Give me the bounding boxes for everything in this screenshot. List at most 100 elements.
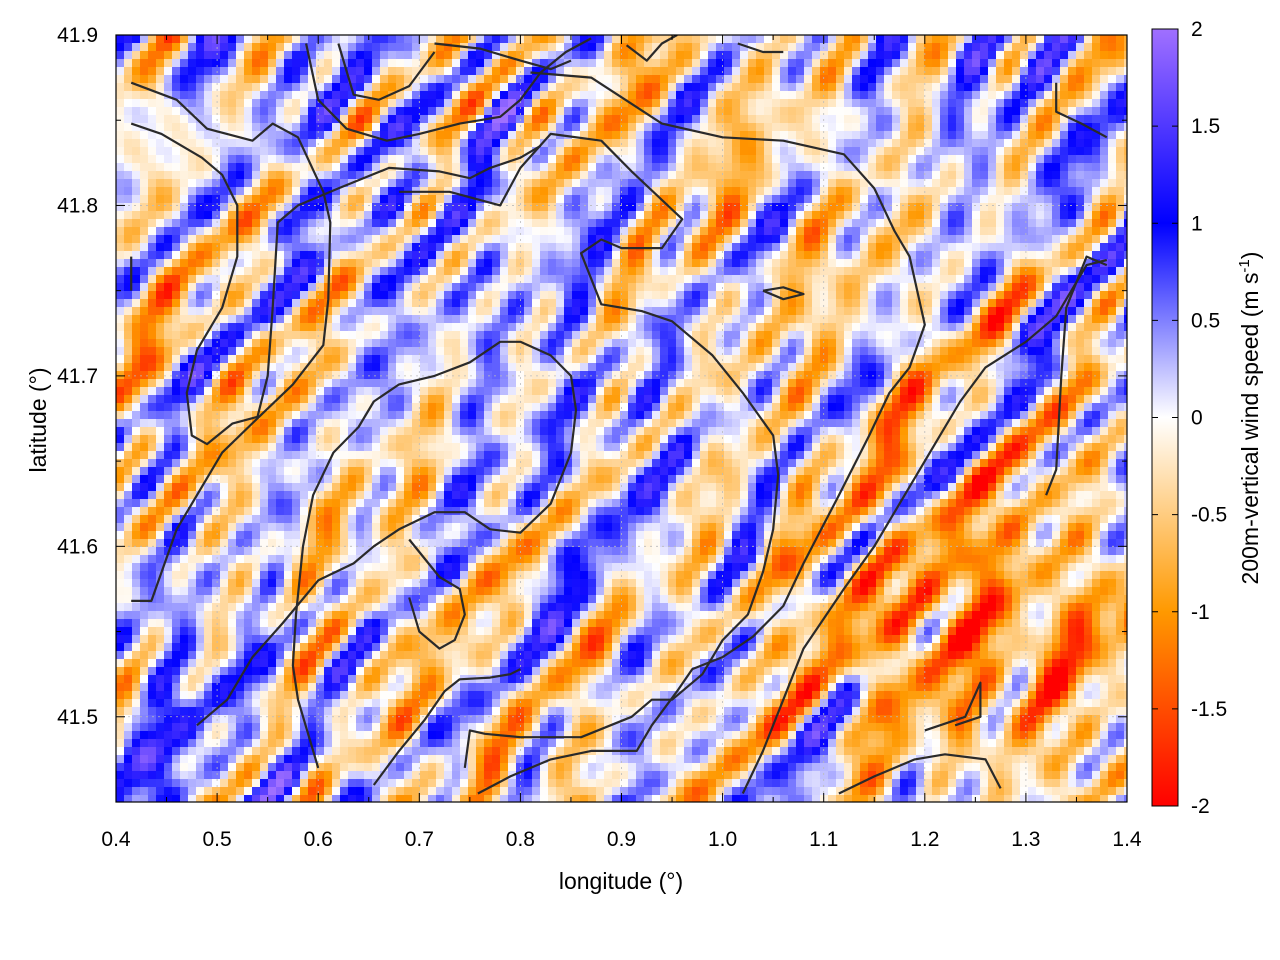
- heatmap-cell: [988, 147, 997, 156]
- heatmap-cell: [732, 227, 741, 236]
- heatmap-cell: [620, 43, 629, 52]
- heatmap-cell: [948, 99, 957, 108]
- heatmap-cell: [308, 147, 317, 156]
- heatmap-cell: [772, 115, 781, 124]
- heatmap-cell: [204, 51, 213, 60]
- heatmap-cell: [140, 347, 149, 356]
- heatmap-cell: [308, 155, 317, 164]
- heatmap-cell: [748, 267, 757, 276]
- heatmap-cell: [124, 267, 133, 276]
- heatmap-cell: [236, 211, 245, 220]
- heatmap-cell: [588, 315, 597, 324]
- heatmap-cell: [148, 259, 157, 268]
- heatmap-cell: [956, 147, 965, 156]
- heatmap-cell: [1036, 291, 1045, 300]
- heatmap-cell: [1116, 259, 1125, 268]
- heatmap-cell: [884, 283, 893, 292]
- heatmap-cell: [836, 91, 845, 100]
- heatmap-cell: [492, 195, 501, 204]
- heatmap-cell: [860, 43, 869, 52]
- heatmap-cell: [532, 291, 541, 300]
- heatmap-cell: [644, 83, 653, 92]
- heatmap-cell: [700, 227, 709, 236]
- heatmap-cell: [1116, 267, 1125, 276]
- heatmap-cell: [948, 243, 957, 252]
- heatmap-cell: [764, 275, 773, 284]
- heatmap-cell: [1108, 51, 1117, 60]
- heatmap-cell: [300, 347, 309, 356]
- heatmap-cell: [276, 83, 285, 92]
- heatmap-cell: [284, 283, 293, 292]
- heatmap-cell: [588, 339, 597, 348]
- heatmap-cell: [1012, 323, 1021, 332]
- heatmap-cell: [908, 187, 917, 196]
- heatmap-cell: [468, 275, 477, 284]
- heatmap-cell: [1108, 243, 1117, 252]
- heatmap-cell: [548, 203, 557, 212]
- heatmap-cell: [244, 163, 253, 172]
- heatmap-cell: [1012, 139, 1021, 148]
- heatmap-cell: [932, 91, 941, 100]
- heatmap-cell: [404, 267, 413, 276]
- heatmap-cell: [332, 43, 341, 52]
- heatmap-cell: [1028, 195, 1037, 204]
- heatmap-cell: [812, 227, 821, 236]
- heatmap-cell: [732, 123, 741, 132]
- heatmap-cell: [476, 219, 485, 228]
- heatmap-cell: [172, 163, 181, 172]
- heatmap-cell: [668, 163, 677, 172]
- heatmap-cell: [116, 43, 125, 52]
- heatmap-cell: [236, 75, 245, 84]
- heatmap-cell: [204, 131, 213, 140]
- heatmap-cell: [1100, 99, 1109, 108]
- heatmap-cell: [428, 195, 437, 204]
- heatmap-cell: [892, 307, 901, 316]
- heatmap-cell: [444, 43, 453, 52]
- heatmap-cell: [572, 203, 581, 212]
- heatmap-cell: [628, 331, 637, 340]
- heatmap-cell: [1124, 203, 1127, 212]
- heatmap-cell: [1068, 251, 1077, 260]
- heatmap-cell: [1100, 163, 1109, 172]
- heatmap-cell: [412, 259, 421, 268]
- heatmap-cell: [1108, 251, 1117, 260]
- heatmap-cell: [884, 115, 893, 124]
- heatmap-cell: [876, 243, 885, 252]
- heatmap-cell: [1012, 115, 1021, 124]
- heatmap-cell: [900, 147, 909, 156]
- heatmap-cell: [756, 315, 765, 324]
- heatmap-cell: [380, 323, 389, 332]
- heatmap-cell: [1068, 67, 1077, 76]
- heatmap-cell: [492, 307, 501, 316]
- heatmap-cell: [380, 51, 389, 60]
- heatmap-cell: [484, 67, 493, 76]
- heatmap-cell: [564, 99, 573, 108]
- heatmap-cell: [1116, 219, 1125, 228]
- heatmap-cell: [420, 339, 429, 348]
- heatmap-cell: [316, 75, 325, 84]
- heatmap-cell: [188, 339, 197, 348]
- heatmap-cell: [196, 179, 205, 188]
- heatmap-cell: [428, 203, 437, 212]
- heatmap-cell: [388, 187, 397, 196]
- heatmap-cell: [492, 131, 501, 140]
- heatmap-cell: [820, 331, 829, 340]
- heatmap-cell: [1028, 203, 1037, 212]
- heatmap-cell: [804, 331, 813, 340]
- heatmap-cell: [540, 291, 549, 300]
- heatmap-cell: [548, 251, 557, 260]
- heatmap-cell: [116, 195, 125, 204]
- heatmap-cell: [676, 227, 685, 236]
- heatmap-cell: [196, 139, 205, 148]
- heatmap-cell: [1044, 179, 1053, 188]
- heatmap-cell: [596, 131, 605, 140]
- heatmap-cell: [716, 107, 725, 116]
- heatmap-cell: [612, 131, 621, 140]
- heatmap-cell: [1092, 35, 1101, 44]
- heatmap-cell: [860, 211, 869, 220]
- heatmap-cell: [684, 195, 693, 204]
- heatmap-cell: [300, 211, 309, 220]
- heatmap-cell: [228, 211, 237, 220]
- heatmap-cell: [700, 123, 709, 132]
- heatmap-cell: [604, 43, 613, 52]
